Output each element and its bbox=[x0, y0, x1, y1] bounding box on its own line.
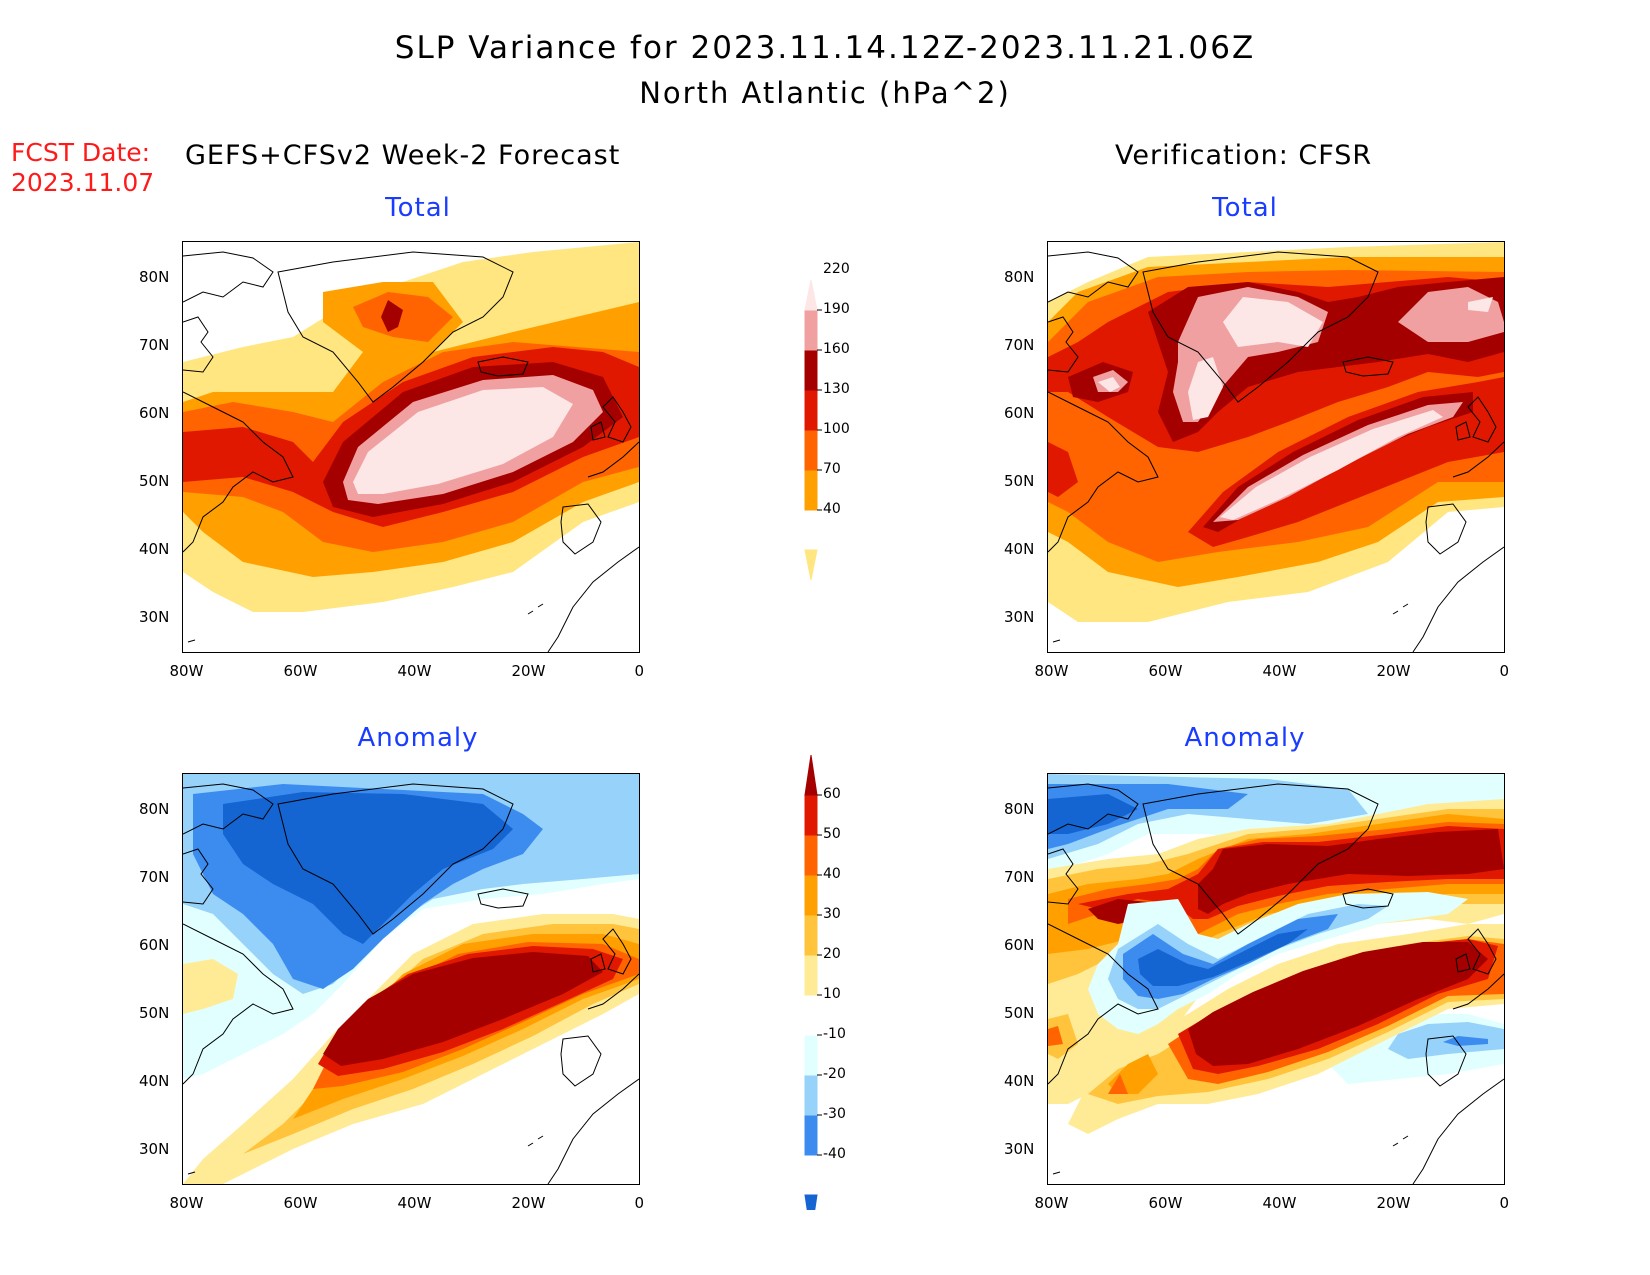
fcst-date-value: 2023.11.07 bbox=[11, 168, 155, 197]
colorbar-anomaly-label-8: 50 bbox=[823, 826, 841, 842]
lat-label-anomaly-verification-5: 30N bbox=[1004, 1140, 1035, 1158]
lat-label-total-verification-0: 80N bbox=[1004, 268, 1035, 286]
lat-label-total-forecast-1: 70N bbox=[139, 336, 170, 354]
lat-label-anomaly-verification-2: 60N bbox=[1004, 936, 1035, 954]
colorbar-anomaly-label-2: -20 bbox=[823, 1066, 846, 1082]
lat-label-anomaly-verification-0: 80N bbox=[1004, 800, 1035, 818]
colorbar-total-swatch-0 bbox=[804, 549, 818, 581]
map-total-verification bbox=[1048, 242, 1504, 652]
lon-label-total-forecast-1: 60W bbox=[283, 662, 318, 680]
colorbar-total-swatch-3 bbox=[804, 389, 818, 431]
map-anomaly-forecast bbox=[183, 774, 639, 1184]
colorbar-anomaly-swatch-0 bbox=[804, 1194, 818, 1236]
lon-label-total-verification-3: 20W bbox=[1376, 662, 1411, 680]
verification-column-heading: Verification: CFSR bbox=[1115, 140, 1373, 171]
colorbar-total-label-6: 220 bbox=[823, 261, 850, 277]
panel-title-anomaly-verification: Anomaly bbox=[1184, 723, 1306, 753]
colorbar-anomaly-swatch-10 bbox=[804, 754, 818, 796]
map-anomaly-verification bbox=[1048, 774, 1504, 1184]
lat-label-total-verification-3: 50N bbox=[1004, 472, 1035, 490]
lon-label-anomaly-verification-0: 80W bbox=[1034, 1194, 1069, 1212]
lat-label-total-verification-4: 40N bbox=[1004, 540, 1035, 558]
lat-label-anomaly-forecast-1: 70N bbox=[139, 868, 170, 886]
lon-label-total-verification-1: 60W bbox=[1148, 662, 1183, 680]
colorbar-total-swatch-1 bbox=[804, 469, 818, 511]
colorbar-total-swatch-5 bbox=[804, 309, 818, 351]
lat-label-anomaly-forecast-0: 80N bbox=[139, 800, 170, 818]
colorbar-anomaly-label-1: -30 bbox=[823, 1106, 846, 1122]
colorbar-anomaly-label-3: -10 bbox=[823, 1026, 846, 1042]
colorbar-anomaly-swatch-8 bbox=[804, 834, 818, 876]
lat-label-anomaly-verification-3: 50N bbox=[1004, 1004, 1035, 1022]
colorbar-anomaly-swatches bbox=[804, 754, 822, 1236]
lat-label-anomaly-verification-1: 70N bbox=[1004, 868, 1035, 886]
fcst-date: FCST Date: 2023.11.07 bbox=[11, 138, 154, 198]
lon-label-anomaly-forecast-1: 60W bbox=[283, 1194, 318, 1212]
lat-label-anomaly-forecast-4: 40N bbox=[139, 1072, 170, 1090]
lat-label-total-forecast-0: 80N bbox=[139, 268, 170, 286]
colorbar-anomaly-swatch-3 bbox=[804, 1034, 818, 1076]
lat-label-total-verification-5: 30N bbox=[1004, 608, 1035, 626]
lat-label-anomaly-forecast-3: 50N bbox=[139, 1004, 170, 1022]
lat-label-total-forecast-4: 40N bbox=[139, 540, 170, 558]
lon-label-anomaly-forecast-0: 80W bbox=[169, 1194, 204, 1212]
panel-title-total-verification: Total bbox=[1212, 193, 1278, 223]
colorbar-anomaly-swatch-2 bbox=[804, 1074, 818, 1116]
colorbar-total bbox=[795, 269, 865, 620]
panel-title-total-forecast: Total bbox=[385, 193, 451, 223]
lat-label-total-verification-2: 60N bbox=[1004, 404, 1035, 422]
colorbar-anomaly-swatch-1 bbox=[804, 1114, 818, 1156]
lon-label-total-forecast-0: 80W bbox=[169, 662, 204, 680]
colorbar-total-swatch-6 bbox=[804, 279, 818, 311]
colorbar-anomaly-label-6: 30 bbox=[823, 906, 841, 922]
colorbar-anomaly-label-0: -40 bbox=[823, 1146, 846, 1162]
colorbar-total-swatch-4 bbox=[804, 349, 818, 391]
colorbar-anomaly-label-4: 10 bbox=[823, 986, 841, 1002]
lat-label-anomaly-forecast-5: 30N bbox=[139, 1140, 170, 1158]
fcst-date-label: FCST Date: bbox=[11, 138, 151, 167]
colorbar-total-swatch-2 bbox=[804, 429, 818, 471]
colorbar-anomaly-label-5: 20 bbox=[823, 946, 841, 962]
lon-label-total-verification-4: 0 bbox=[1499, 662, 1510, 680]
colorbar-anomaly-label-9: 60 bbox=[823, 786, 841, 802]
lon-label-total-forecast-2: 40W bbox=[397, 662, 432, 680]
colorbar-anomaly-swatch-6 bbox=[804, 914, 818, 956]
colorbar-total-swatches bbox=[804, 269, 822, 581]
colorbar-anomaly-swatch-9 bbox=[804, 794, 818, 836]
lon-label-total-forecast-4: 0 bbox=[634, 662, 645, 680]
lon-label-anomaly-verification-1: 60W bbox=[1148, 1194, 1183, 1212]
map-total-forecast bbox=[183, 242, 639, 652]
colorbar-total-label-4: 160 bbox=[823, 341, 850, 357]
colorbar-anomaly bbox=[795, 754, 865, 1236]
lon-label-anomaly-forecast-2: 40W bbox=[397, 1194, 432, 1212]
lon-label-anomaly-verification-3: 20W bbox=[1376, 1194, 1411, 1212]
lon-label-total-verification-0: 80W bbox=[1034, 662, 1069, 680]
forecast-column-heading: GEFS+CFSv2 Week-2 Forecast bbox=[185, 140, 621, 171]
panel-title-anomaly-forecast: Anomaly bbox=[357, 723, 479, 753]
colorbar-anomaly-swatch-5 bbox=[804, 954, 818, 996]
colorbar-total-label-1: 70 bbox=[823, 461, 841, 477]
main-title: SLP Variance for 2023.11.14.12Z-2023.11.… bbox=[394, 30, 1256, 66]
colorbar-total-label-2: 100 bbox=[823, 421, 850, 437]
lat-label-total-forecast-3: 50N bbox=[139, 472, 170, 490]
colorbar-anomaly-swatch-4 bbox=[804, 994, 818, 1036]
colorbar-total-label-3: 130 bbox=[823, 381, 850, 397]
lat-label-total-forecast-5: 30N bbox=[139, 608, 170, 626]
lat-label-total-verification-1: 70N bbox=[1004, 336, 1035, 354]
lon-label-total-verification-2: 40W bbox=[1262, 662, 1297, 680]
lat-label-anomaly-forecast-2: 60N bbox=[139, 936, 170, 954]
lat-label-total-forecast-2: 60N bbox=[139, 404, 170, 422]
lat-label-anomaly-verification-4: 40N bbox=[1004, 1072, 1035, 1090]
colorbar-anomaly-swatch-7 bbox=[804, 874, 818, 916]
lon-label-total-forecast-3: 20W bbox=[511, 662, 546, 680]
lon-label-anomaly-forecast-4: 0 bbox=[634, 1194, 645, 1212]
colorbar-anomaly-label-7: 40 bbox=[823, 866, 841, 882]
subtitle: North Atlantic (hPa^2) bbox=[639, 76, 1011, 110]
lon-label-anomaly-verification-4: 0 bbox=[1499, 1194, 1510, 1212]
colorbar-total-label-0: 40 bbox=[823, 501, 841, 517]
lon-label-anomaly-verification-2: 40W bbox=[1262, 1194, 1297, 1212]
colorbar-total-label-5: 190 bbox=[823, 301, 850, 317]
lon-label-anomaly-forecast-3: 20W bbox=[511, 1194, 546, 1212]
